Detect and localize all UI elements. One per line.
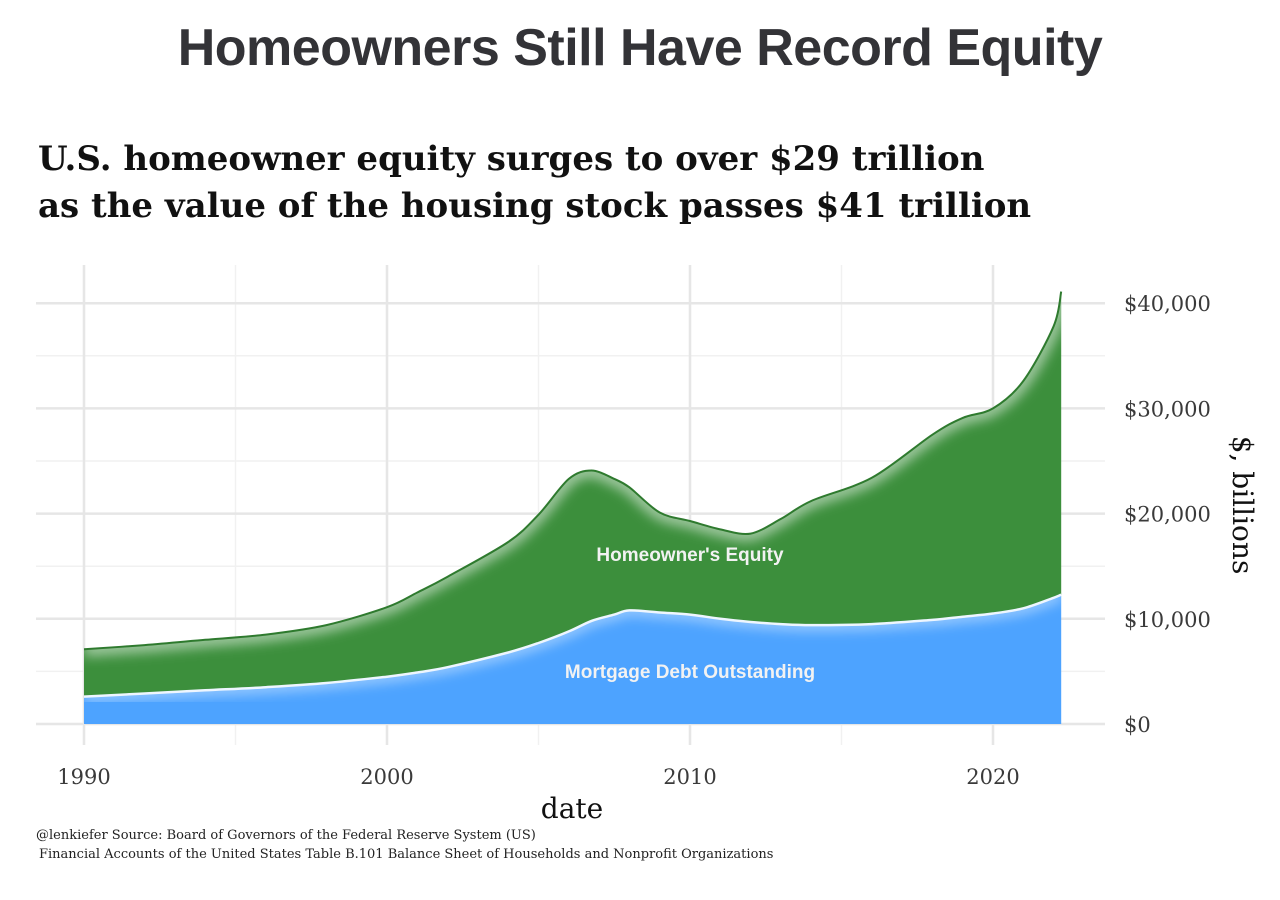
- chart-areas: [83, 291, 1063, 724]
- series-label-homeowners-equity: Homeowner's Equity: [596, 545, 784, 566]
- x-axis-label: date: [541, 792, 603, 825]
- area-homeowners-equity: [84, 291, 1062, 697]
- x-tick-label: 2000: [360, 765, 413, 789]
- y-tick-label: $20,000: [1124, 503, 1211, 527]
- series-label-mortgage-debt: Mortgage Debt Outstanding: [565, 662, 815, 683]
- x-tick-label: 1990: [57, 765, 110, 789]
- x-tick-label: 2020: [966, 765, 1019, 789]
- chart-title-line1: U.S. homeowner equity surges to over $29…: [38, 139, 985, 179]
- chart-subtitle: U.S. homeowner equity surges to over $29…: [38, 136, 1238, 230]
- y-tick-label: $40,000: [1124, 292, 1211, 316]
- chart-axes: $0 $10,000 $20,000 $30,000 $40,000 1990 2000 20…: [57, 292, 1259, 825]
- chart-title-line2: as the value of the housing stock passes…: [38, 186, 1032, 226]
- source-caption: @lenkiefer Source: Board of Governors of…: [36, 826, 773, 864]
- series-labels: Homeowner's Equity Mortgage Debt Outstand…: [565, 545, 815, 683]
- page-title: Homeowners Still Have Record Equity: [177, 19, 1103, 77]
- y-tick-label: $0: [1124, 713, 1151, 737]
- source-line-2: Financial Accounts of the United States …: [39, 847, 774, 862]
- x-tick-label: 2010: [663, 765, 716, 789]
- line-mortgage-debt: [83, 593, 1062, 698]
- y-tick-label: $10,000: [1124, 608, 1211, 632]
- y-tick-label: $30,000: [1124, 397, 1211, 421]
- source-line-1: @lenkiefer Source: Board of Governors of…: [36, 828, 536, 843]
- line-total-housing-value: [83, 291, 1063, 651]
- y-axis-label: $, billions: [1226, 436, 1259, 575]
